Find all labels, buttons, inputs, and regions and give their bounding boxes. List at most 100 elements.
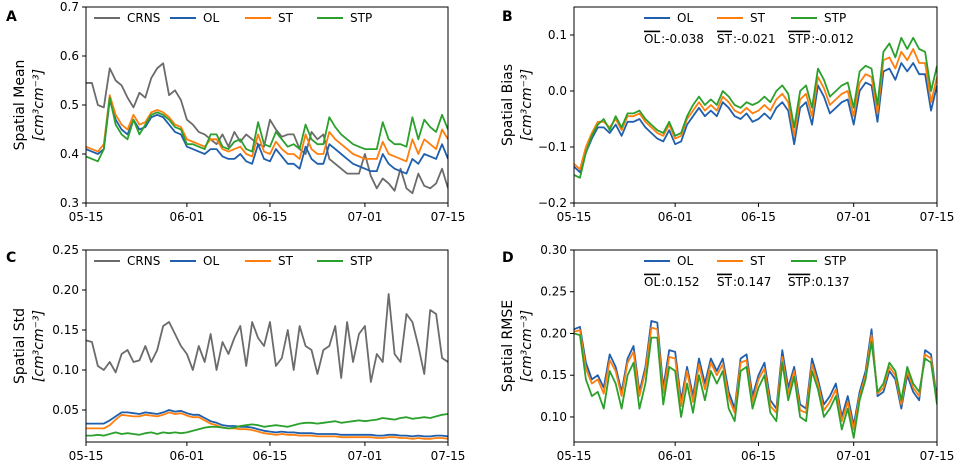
legend-label: OL <box>677 254 693 268</box>
legend-label: OL <box>203 254 219 268</box>
x-tick: 06-15 <box>253 203 287 224</box>
series-line-stp <box>86 413 448 437</box>
y-tick: 0.05 <box>52 403 86 417</box>
x-tick: 07-01 <box>836 442 871 463</box>
y-axis-unit-label: [cm³cm⁻³] <box>31 310 47 382</box>
legend-label: STP <box>824 254 846 268</box>
y-tick: 0.15 <box>540 368 574 382</box>
y-tick-label: 0.3 <box>60 196 79 210</box>
y-tick: 0.1 <box>548 28 574 42</box>
x-tick: 07-15 <box>431 442 466 463</box>
legend-item-ol: OL <box>170 11 219 25</box>
series-line-crns <box>86 293 448 383</box>
stat-name: OL <box>644 32 660 46</box>
y-tick-label: 0.7 <box>60 0 79 14</box>
y-tick: 0.4 <box>60 147 86 161</box>
y-tick: 0.15 <box>52 323 86 337</box>
legend-item-crns: CRNS <box>94 254 160 268</box>
y-tick-label: 0.15 <box>52 323 79 337</box>
legend-item-stp: STP <box>317 11 372 25</box>
x-tick-label: 06-01 <box>658 210 693 224</box>
x-tick-label: 07-15 <box>920 449 955 463</box>
y-tick-label: 0.30 <box>540 243 567 257</box>
x-tick-label: 06-01 <box>658 449 693 463</box>
x-tick: 07-15 <box>920 442 955 463</box>
y-tick-label: 0.20 <box>540 326 567 340</box>
y-tick-label: 0.05 <box>52 403 79 417</box>
legend: OL ST STP <box>644 254 846 268</box>
y-axis-label: Spatial Std <box>12 308 28 384</box>
x-tick-label: 06-01 <box>169 210 204 224</box>
y-tick: 0.6 <box>60 49 86 63</box>
y-tick-label: 0.25 <box>52 243 79 257</box>
panel-letter: B <box>502 9 513 25</box>
legend-label: CRNS <box>127 254 160 268</box>
x-tick-label: 06-15 <box>253 449 288 463</box>
x-tick-label: 06-01 <box>169 449 204 463</box>
x-tick-label: 05-15 <box>69 210 104 224</box>
panel-letter: A <box>6 9 17 25</box>
legend-label: ST <box>278 254 294 268</box>
stats-row: OL:-0.038 ST:-0.021 STP:-0.012 <box>644 30 854 46</box>
y-tick: 0.20 <box>540 326 574 340</box>
series-line-stp <box>574 36 937 179</box>
panel-letter: C <box>6 250 16 266</box>
y-tick-label: 0.4 <box>60 147 79 161</box>
y-tick: 0.30 <box>540 243 574 257</box>
y-tick-label: 0.10 <box>52 363 79 377</box>
legend: CRNS OL ST STP <box>94 254 372 268</box>
x-tick: 06-01 <box>169 203 204 224</box>
x-tick-label: 05-15 <box>557 210 592 224</box>
series-line-crns <box>86 62 448 195</box>
legend-item-st: ST <box>245 11 294 25</box>
x-tick-label: 07-15 <box>920 210 955 224</box>
x-tick-label: 07-01 <box>347 449 382 463</box>
y-axis-label: Spatial RMSE <box>500 300 516 392</box>
stat-value: :0.152 <box>661 275 699 289</box>
legend-item-ol: OL <box>644 254 693 268</box>
legend-item-crns: CRNS <box>94 11 160 25</box>
panel-a: 0.3 0.4 0.5 0.6 0.7 05-15 06-01 06-15 07-01 07-15… <box>6 0 465 224</box>
x-tick: 07-15 <box>431 203 466 224</box>
x-tick: 06-01 <box>658 442 693 463</box>
legend-label: STP <box>824 11 846 25</box>
y-tick: 0.5 <box>60 98 86 112</box>
x-tick-label: 07-01 <box>836 210 871 224</box>
legend-label: ST <box>750 254 766 268</box>
x-tick-label: 07-15 <box>431 210 466 224</box>
x-tick: 06-01 <box>169 442 204 463</box>
y-tick: −0.1 <box>538 140 574 154</box>
series-line-ol <box>86 409 448 438</box>
y-tick: 0.25 <box>540 285 574 299</box>
legend-label: OL <box>203 11 219 25</box>
series-line-st <box>86 94 448 163</box>
x-tick-label: 06-15 <box>741 210 776 224</box>
panel-d: 0.10 0.15 0.20 0.25 0.30 05-15 06-01 06-15 07-01… <box>500 243 954 463</box>
legend-label: CRNS <box>127 11 160 25</box>
stats-row: OL:0.152 ST:0.147 STP:0.137 <box>644 273 850 289</box>
series-line-stp <box>574 332 937 439</box>
y-tick-label: 0.10 <box>540 410 567 424</box>
axes-frame <box>85 249 449 443</box>
legend-item-st: ST <box>717 11 766 25</box>
series-line-st <box>86 411 448 440</box>
x-tick: 05-15 <box>557 203 592 224</box>
y-tick: 0.25 <box>52 243 86 257</box>
y-tick: 0.10 <box>52 363 86 377</box>
y-tick-label: 0.6 <box>60 49 79 63</box>
legend: OL ST STP <box>644 11 846 25</box>
x-tick: 05-15 <box>69 203 104 224</box>
x-tick-label: 05-15 <box>557 449 592 463</box>
legend: CRNS OL ST STP <box>94 11 372 25</box>
stat-value: :0.147 <box>733 275 771 289</box>
y-tick-label: 0.15 <box>540 368 567 382</box>
x-tick-label: 07-15 <box>431 449 466 463</box>
series-line-stp <box>86 96 448 163</box>
legend-label: STP <box>350 11 372 25</box>
legend-item-stp: STP <box>317 254 372 268</box>
y-tick: −0.2 <box>538 196 574 210</box>
legend-label: STP <box>350 254 372 268</box>
x-tick: 07-01 <box>347 442 382 463</box>
legend-item-st: ST <box>245 254 294 268</box>
